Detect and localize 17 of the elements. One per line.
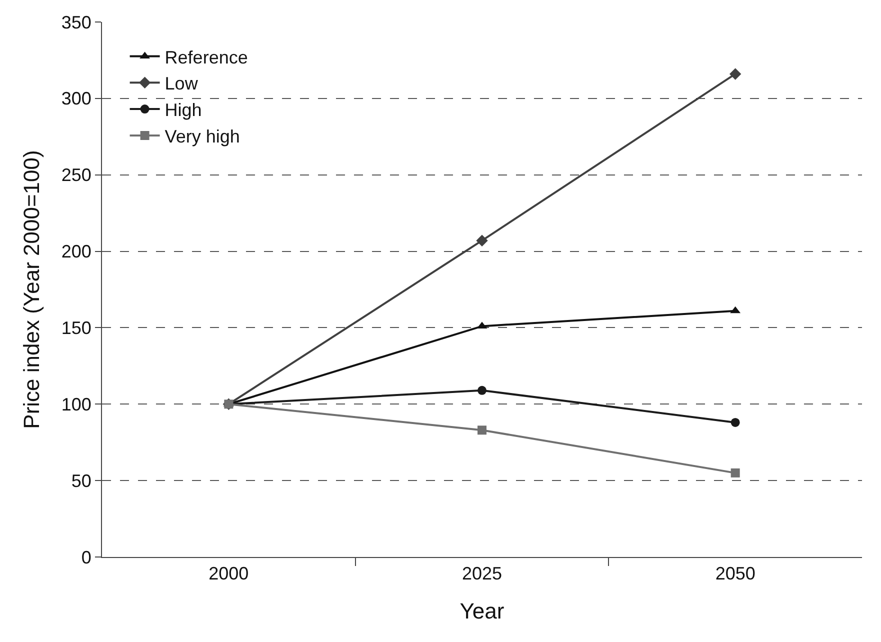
legend-label: Very high (164, 126, 240, 146)
y-tick-label: 300 (61, 88, 92, 109)
legend-label: Low (164, 74, 199, 94)
x-tick-label: 2050 (715, 564, 756, 584)
x-axis-title: Year (460, 598, 504, 624)
x-tick-label: 2000 (208, 564, 249, 584)
y-tick-label: 350 (61, 12, 92, 32)
legend-label: High (164, 100, 202, 120)
legend-label: Reference (164, 47, 248, 68)
y-axis-title: Price index (Year 2000=100) (19, 150, 44, 429)
y-tick-label: 200 (61, 242, 92, 262)
y-tick-label: 100 (61, 394, 92, 414)
y-tick-label: 250 (61, 165, 92, 186)
y-tick-label: 50 (71, 470, 92, 491)
y-tick-label: 0 (81, 547, 92, 568)
x-tick-label: 2025 (462, 564, 502, 584)
y-tick-label: 150 (61, 318, 92, 338)
